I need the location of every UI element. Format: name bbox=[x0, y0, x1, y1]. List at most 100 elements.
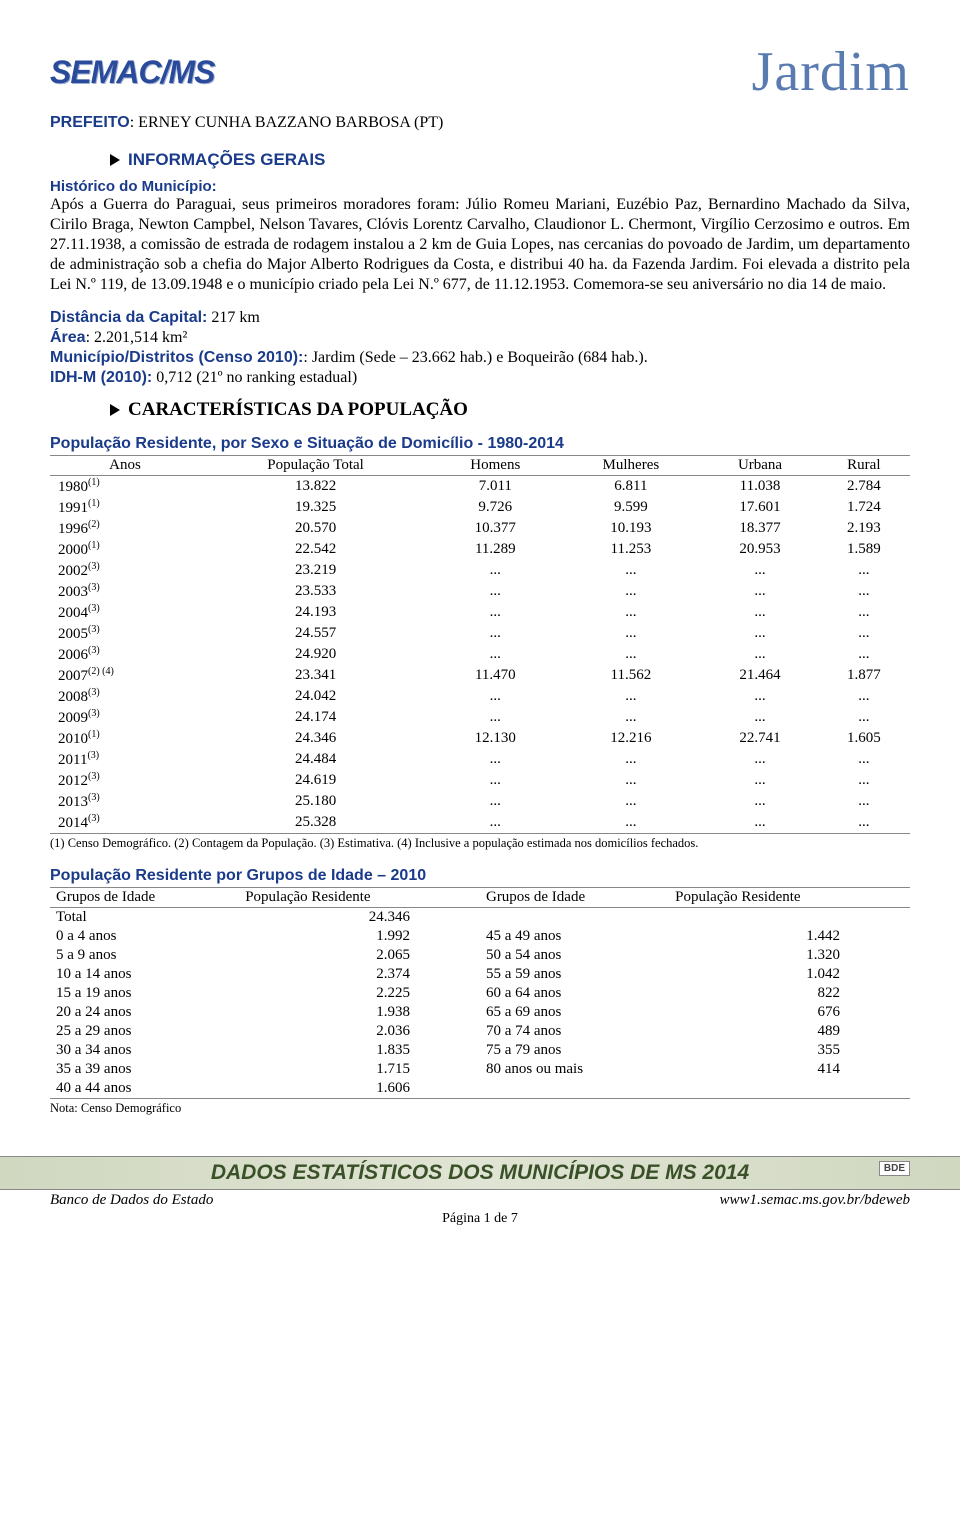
age-value: 1.442 bbox=[669, 927, 910, 946]
pop-cell: 17.601 bbox=[702, 497, 817, 518]
population-table: AnosPopulação TotalHomensMulheresUrbanaR… bbox=[50, 455, 910, 834]
table-row: 35 a 39 anos1.71580 anos ou mais414 bbox=[50, 1060, 910, 1079]
age-value: 1.606 bbox=[239, 1079, 480, 1099]
age-col2: População Residente bbox=[239, 888, 480, 908]
pop-cell: ... bbox=[559, 770, 702, 791]
pop-cell: 1.605 bbox=[818, 728, 910, 749]
pop-col-header: Anos bbox=[50, 456, 200, 476]
pop-cell: ... bbox=[818, 707, 910, 728]
pop-cell: ... bbox=[702, 581, 817, 602]
age-group: 45 a 49 anos bbox=[480, 927, 669, 946]
pop-cell: 25.180 bbox=[200, 791, 431, 812]
pop-cell: 11.562 bbox=[559, 665, 702, 686]
age-group: 35 a 39 anos bbox=[50, 1060, 239, 1079]
table-row: 2011(3)24.484............ bbox=[50, 749, 910, 770]
age-group: 65 a 69 anos bbox=[480, 1003, 669, 1022]
table-row: 2010(1)24.34612.13012.21622.7411.605 bbox=[50, 728, 910, 749]
pop-cell: 20.953 bbox=[702, 539, 817, 560]
pop-year: 2004(3) bbox=[50, 602, 200, 623]
pop-col-header: Rural bbox=[818, 456, 910, 476]
age-nota: Nota: Censo Demográfico bbox=[50, 1101, 910, 1116]
table-row: 40 a 44 anos1.606 bbox=[50, 1079, 910, 1099]
pop-year: 1991(1) bbox=[50, 497, 200, 518]
age-value: 1.835 bbox=[239, 1041, 480, 1060]
table-row: 1980(1)13.8227.0116.81111.0382.784 bbox=[50, 476, 910, 498]
pop-cell: 25.328 bbox=[200, 812, 431, 834]
age-value: 414 bbox=[669, 1060, 910, 1079]
pop-cell: 13.822 bbox=[200, 476, 431, 498]
table-row: 30 a 34 anos1.83575 a 79 anos355 bbox=[50, 1041, 910, 1060]
pop-cell: 11.470 bbox=[431, 665, 559, 686]
pop-cell: ... bbox=[559, 623, 702, 644]
age-value bbox=[669, 1079, 910, 1099]
pop-table-title: População Residente, por Sexo e Situação… bbox=[50, 435, 910, 453]
pop-cell: 20.570 bbox=[200, 518, 431, 539]
table-row: 2006(3)24.920............ bbox=[50, 644, 910, 665]
table-row: 2009(3)24.174............ bbox=[50, 707, 910, 728]
pop-cell: 24.619 bbox=[200, 770, 431, 791]
pop-cell: 24.042 bbox=[200, 686, 431, 707]
age-value bbox=[669, 908, 910, 928]
bullet-icon bbox=[110, 154, 120, 166]
pop-cell: 2.784 bbox=[818, 476, 910, 498]
age-group: 20 a 24 anos bbox=[50, 1003, 239, 1022]
pop-year: 2005(3) bbox=[50, 623, 200, 644]
pop-cell: ... bbox=[818, 812, 910, 834]
pop-cell: ... bbox=[818, 581, 910, 602]
age-group: 30 a 34 anos bbox=[50, 1041, 239, 1060]
pop-cell: ... bbox=[559, 581, 702, 602]
section-info-gerais: INFORMAÇÕES GERAIS bbox=[110, 150, 910, 170]
pop-year: 2009(3) bbox=[50, 707, 200, 728]
pop-cell: 1.589 bbox=[818, 539, 910, 560]
pop-cell: ... bbox=[818, 560, 910, 581]
table-row: 0 a 4 anos1.99245 a 49 anos1.442 bbox=[50, 927, 910, 946]
age-value: 489 bbox=[669, 1022, 910, 1041]
pop-cell: ... bbox=[702, 644, 817, 665]
pop-cell: 21.464 bbox=[702, 665, 817, 686]
age-value: 822 bbox=[669, 984, 910, 1003]
pop-cell: ... bbox=[431, 791, 559, 812]
pop-footnote: (1) Censo Demográfico. (2) Contagem da P… bbox=[50, 836, 910, 851]
historico-text: Após a Guerra do Paraguai, seus primeiro… bbox=[50, 195, 910, 295]
pop-year: 1996(2) bbox=[50, 518, 200, 539]
pop-cell: 11.038 bbox=[702, 476, 817, 498]
age-table: Grupos de Idade População Residente Grup… bbox=[50, 887, 910, 1099]
age-value: 1.320 bbox=[669, 946, 910, 965]
pop-year: 2013(3) bbox=[50, 791, 200, 812]
pop-col-header: Homens bbox=[431, 456, 559, 476]
pop-cell: ... bbox=[431, 812, 559, 834]
table-row: 2012(3)24.619............ bbox=[50, 770, 910, 791]
age-value: 1.042 bbox=[669, 965, 910, 984]
table-row: 2014(3)25.328............ bbox=[50, 812, 910, 834]
area-label: Área bbox=[50, 329, 86, 346]
idh-line: IDH-M (2010): 0,712 (21º no ranking esta… bbox=[50, 369, 910, 387]
pop-cell: ... bbox=[431, 602, 559, 623]
age-group: 0 a 4 anos bbox=[50, 927, 239, 946]
pop-cell: ... bbox=[559, 812, 702, 834]
pop-cell: ... bbox=[559, 560, 702, 581]
age-value: 2.065 bbox=[239, 946, 480, 965]
pop-cell: ... bbox=[431, 581, 559, 602]
area-value: : 2.201,514 km² bbox=[86, 329, 188, 346]
pop-cell: 11.253 bbox=[559, 539, 702, 560]
pop-cell: 24.920 bbox=[200, 644, 431, 665]
pop-cell: 22.542 bbox=[200, 539, 431, 560]
pop-cell: ... bbox=[431, 770, 559, 791]
table-row: 2003(3)23.533............ bbox=[50, 581, 910, 602]
municipality-name: Jardim bbox=[752, 40, 910, 104]
pop-year: 2007(2) (4) bbox=[50, 665, 200, 686]
pop-year: 2006(3) bbox=[50, 644, 200, 665]
pop-cell: 24.557 bbox=[200, 623, 431, 644]
age-value: 1.715 bbox=[239, 1060, 480, 1079]
age-group: 70 a 74 anos bbox=[480, 1022, 669, 1041]
logo-semac: SEMAC/MS bbox=[50, 54, 214, 91]
table-row: 5 a 9 anos2.06550 a 54 anos1.320 bbox=[50, 946, 910, 965]
pop-year: 2000(1) bbox=[50, 539, 200, 560]
area-line: Área: 2.201,514 km² bbox=[50, 329, 910, 347]
municipio-line: Município/Distritos (Censo 2010):: Jardi… bbox=[50, 349, 910, 367]
table-row: 1991(1)19.3259.7269.59917.6011.724 bbox=[50, 497, 910, 518]
age-value: 676 bbox=[669, 1003, 910, 1022]
footer-right: www1.semac.ms.gov.br/bdeweb bbox=[719, 1192, 910, 1209]
age-col3: Grupos de Idade bbox=[480, 888, 669, 908]
pop-cell: 23.341 bbox=[200, 665, 431, 686]
